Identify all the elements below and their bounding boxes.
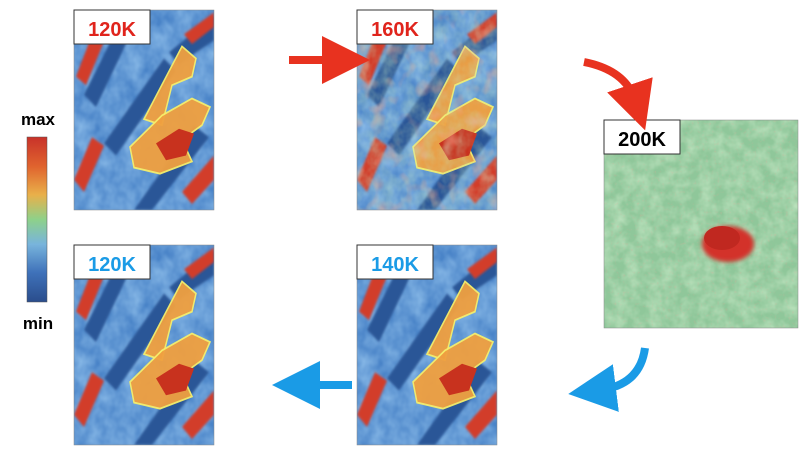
heating-arrows [289,36,653,131]
colorbar-min-label: min [23,314,53,333]
panel-120k-cooling: 120K [73,244,215,446]
curved-arrow-down-icon [583,58,653,131]
colorbar: max min [21,110,56,333]
cooling-arrows [272,347,649,412]
curved-arrow-left-icon [568,347,649,412]
panel-label: 200K [618,129,666,151]
panel-label: 120K [88,19,136,41]
colorbar-max-label: max [21,110,56,129]
colorbar-gradient [26,136,48,303]
panel-label: 160K [371,19,419,41]
panel-140k: 140K [356,244,498,446]
panel-120k-heating: 120K [73,9,215,211]
panel-label: 120K [88,254,136,276]
panel-160k: 160K [356,9,498,211]
panel-200k: 200K [603,119,799,329]
panel-label: 140K [371,254,419,276]
